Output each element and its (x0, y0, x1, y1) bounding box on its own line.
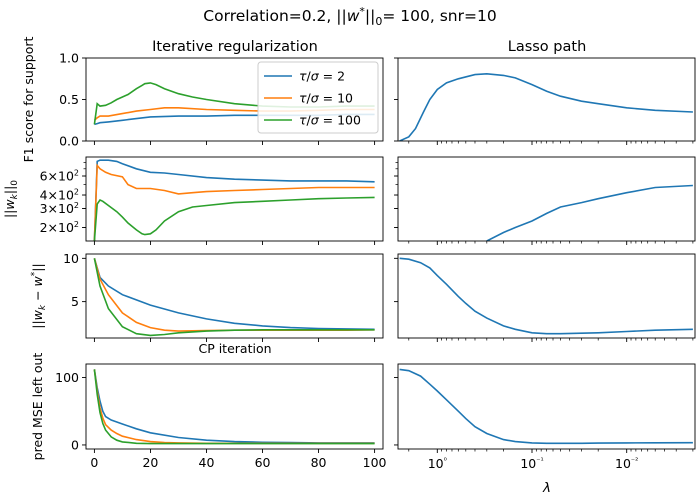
lasso-line-r2 (399, 257, 693, 335)
series-line-r3-s0 (93, 369, 375, 444)
lasso-line-r1 (486, 184, 693, 241)
y-tick-label: 6×102 (40, 169, 79, 184)
x-tick-label: 100 (363, 455, 387, 470)
x-tick-label: 10⁻¹ (520, 456, 543, 471)
lasso-line-r3 (399, 368, 693, 445)
col-title-iterative: Iterative regularization (152, 39, 318, 55)
legend-entry-label: τ/σ = 100 (299, 113, 361, 128)
panel-r2-c1 (394, 253, 696, 342)
legend-box (257, 61, 379, 134)
series-line-r1-s2 (93, 196, 375, 241)
series-line-r3-s1 (93, 369, 375, 445)
x-tick-label: 60 (255, 455, 271, 470)
y-tick-label: 1.0 (59, 51, 79, 66)
y-tick-label: 0.0 (59, 134, 79, 149)
axes-frame (85, 363, 384, 450)
y-axis-label-r3: pred MSE left out (30, 353, 45, 461)
y-axis-label-r2: ||wk − w*|| (30, 263, 48, 328)
x-axis-label-lasso: λ (542, 480, 551, 496)
y-tick-label: 10 (63, 251, 79, 266)
series-line-r2-s2 (93, 258, 375, 337)
y-tick-label: 0 (71, 437, 79, 452)
y-tick-label: 4×102 (40, 188, 79, 203)
lasso-line-r0 (399, 72, 693, 141)
axes-frame (397, 156, 696, 242)
panel-r3-c0: 0 100 0 20 40 60 80 100 (55, 363, 387, 470)
y-tick-label: 3×102 (40, 201, 79, 216)
legend-entry-label: τ/σ = 2 (299, 69, 345, 84)
y-tick-label: 2×102 (40, 220, 79, 235)
x-tick-label: 10⁰ (428, 456, 447, 471)
legend: τ/σ = 2 τ/σ = 10 τ/σ = 100 (257, 61, 379, 134)
series-line-r2-s0 (93, 258, 375, 331)
x-tick-label: 40 (199, 455, 215, 470)
axes-frame (397, 363, 696, 450)
x-tick-label: 20 (142, 455, 158, 470)
axes-frame (85, 253, 384, 339)
y-axis-label-r1: ||wk||0 (2, 180, 20, 218)
panel-r1-c1 (394, 156, 696, 245)
y-tick-label: 100 (55, 370, 79, 385)
x-tick-label: 0 (90, 455, 98, 470)
panel-r3-c1: 10⁰ 10⁻¹ 10⁻² (394, 363, 696, 471)
x-axis-label-iterative: CP iteration (198, 341, 271, 356)
axes-frame (397, 57, 696, 142)
y-axis-label-r0: F1 score for support (21, 36, 36, 162)
col-title-lasso: Lasso path (508, 39, 587, 55)
series-line-r1-s1 (93, 163, 375, 241)
axes-frame (397, 253, 696, 339)
panel-r0-c1 (394, 57, 696, 145)
panel-r2-c0: 5 10 (63, 251, 384, 342)
x-tick-label: 80 (311, 455, 327, 470)
figure-title: Correlation=0.2, ||w*||0= 100, snr=10 (203, 5, 496, 28)
y-tick-label: 5 (71, 294, 79, 309)
axes-frame (85, 156, 384, 242)
series-line-r3-s2 (93, 369, 375, 445)
panels: 0.00.51.0F1 score for support2×1023×1024… (2, 36, 696, 496)
x-tick-label: 10⁻² (615, 456, 638, 471)
series-line-r2-s1 (93, 258, 375, 332)
legend-entry-label: τ/σ = 10 (299, 91, 353, 106)
series-line-r1-s0 (93, 159, 375, 241)
y-tick-label: 0.5 (59, 92, 79, 107)
